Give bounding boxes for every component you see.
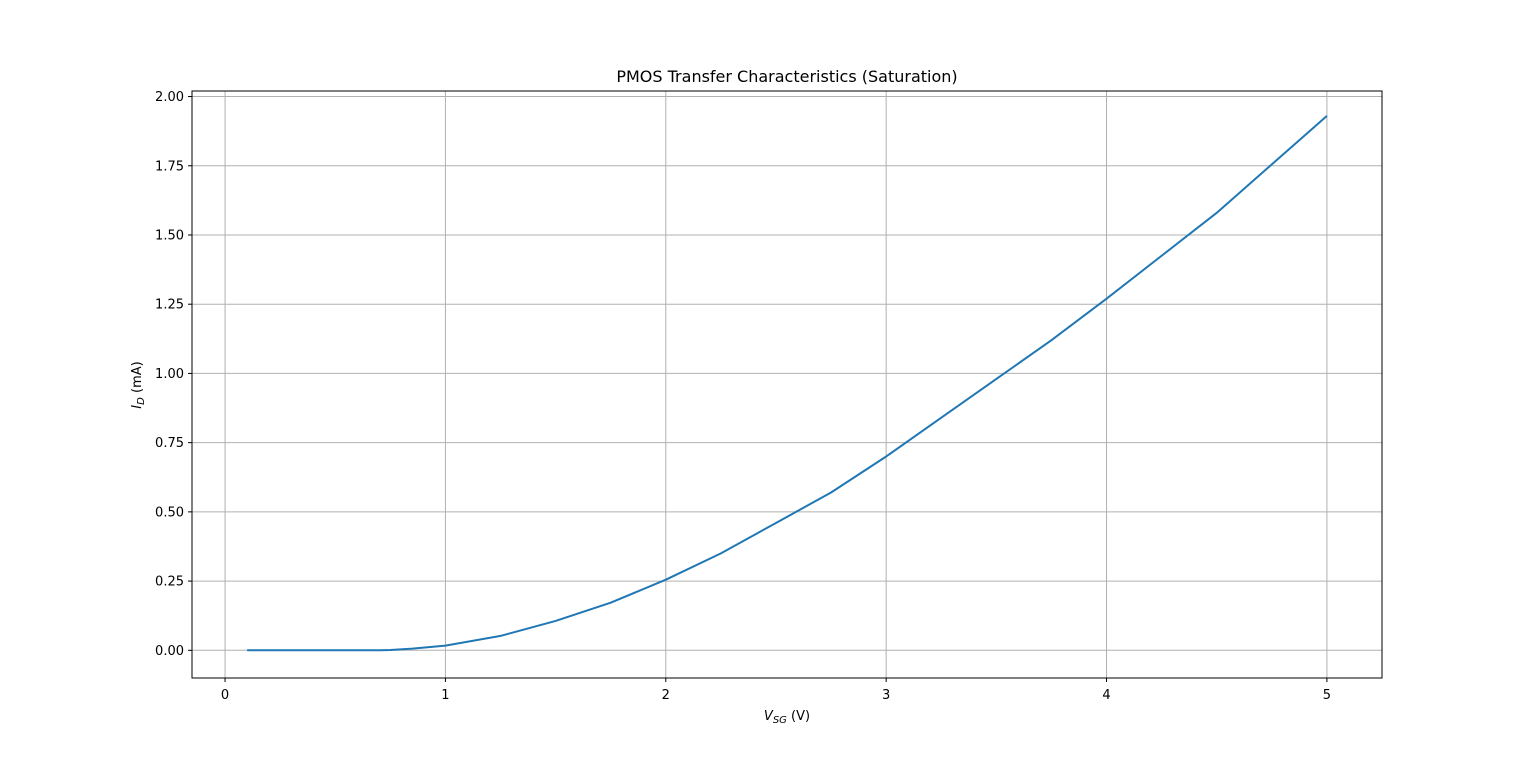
y-tick-label: 1.75 — [155, 159, 184, 174]
x-tick-label: 0 — [221, 688, 229, 703]
y-tick-label: 0.75 — [155, 436, 184, 451]
x-axis-label-subscript: SG — [773, 715, 787, 726]
x-tick-label: 1 — [441, 688, 449, 703]
tick-layer: 0 1 2 3 4 5 0.00 0.25 0.50 0.75 1.00 1.25 1.50 1.75 2.… — [155, 90, 1331, 703]
y-axis-label-subscript: D — [136, 397, 147, 405]
x-axis-label-unit: (V) — [787, 709, 810, 724]
y-axis-label-symbol: I — [130, 405, 145, 409]
y-tick-label: 0.25 — [155, 575, 184, 590]
x-tick-label: 4 — [1102, 688, 1110, 703]
y-tick-label: 1.25 — [155, 298, 184, 313]
y-axis-label-unit: (mA) — [130, 361, 145, 397]
x-tick-label: 5 — [1323, 688, 1331, 703]
y-tick-label: 1.50 — [155, 228, 184, 243]
x-tick-label: 3 — [882, 688, 890, 703]
y-tick-label: 0.50 — [155, 505, 184, 520]
grid-layer — [192, 91, 1382, 678]
x-tick-label: 2 — [662, 688, 670, 703]
series-layer — [247, 115, 1328, 652]
y-tick-label: 0.00 — [155, 644, 184, 659]
y-tick-label: 1.00 — [155, 367, 184, 382]
x-axis-label: VSG (V) — [764, 709, 810, 726]
x-axis-label-symbol: V — [764, 709, 774, 724]
y-tick-label: 2.00 — [155, 90, 184, 105]
series-line — [247, 115, 1328, 652]
chart-title: PMOS Transfer Characteristics (Saturatio… — [616, 67, 957, 86]
y-axis-label: ID (mA) — [130, 361, 147, 408]
plot-area-frame — [191, 90, 1383, 679]
